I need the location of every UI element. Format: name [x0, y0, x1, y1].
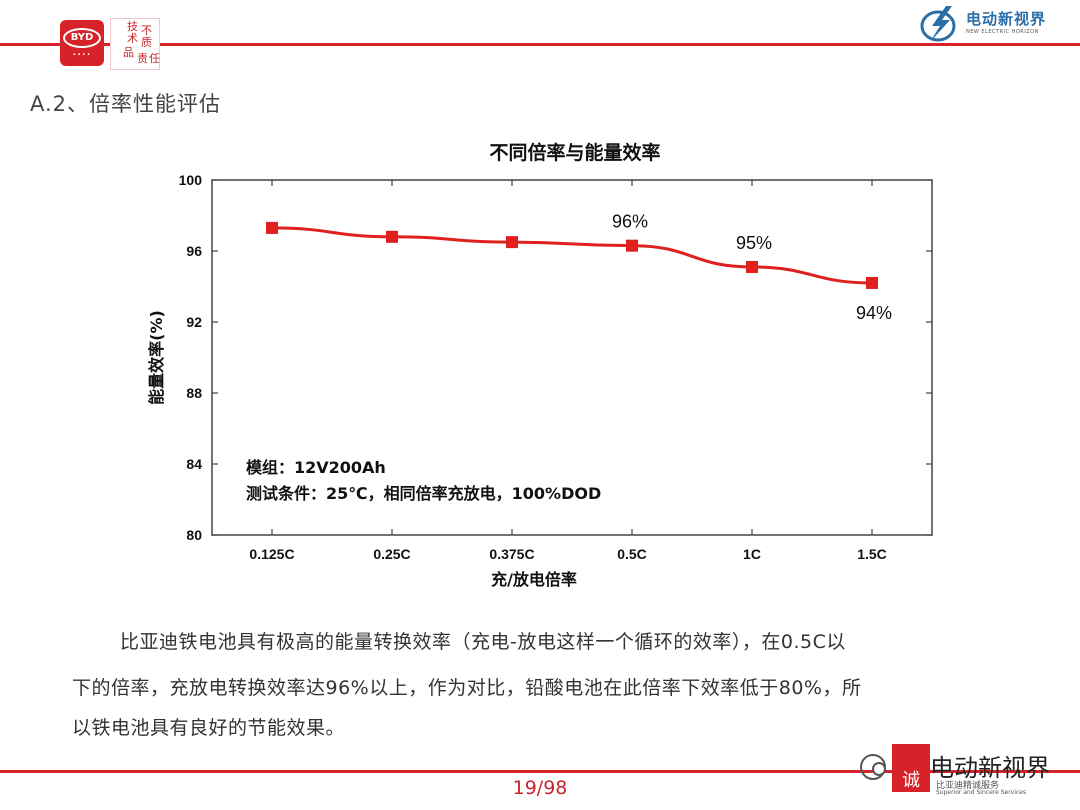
- footer-divider: [0, 770, 1080, 773]
- watermark-sub-cn: 比亚迪精诚服务: [936, 781, 1000, 791]
- data-label: 95%: [736, 233, 772, 253]
- x-tick-label: 0.375C: [489, 546, 534, 562]
- series-line: [271, 226, 873, 285]
- byd-logo-text: BYD: [63, 28, 101, 48]
- x-axis-label: 充/放电倍率: [491, 570, 577, 589]
- x-tick-label: 0.125C: [249, 546, 294, 562]
- y-tick-label: 92: [186, 314, 202, 330]
- y-tick-label: 96: [186, 243, 202, 259]
- x-tick-label: 1C: [743, 546, 761, 562]
- line-chart: 80 84 88 92 96 100 0.125C 0.25C 0.375C 0.5C 1C 1.5C…: [147, 172, 933, 589]
- y-axis-label: 能量效率(%): [147, 310, 166, 405]
- quality-seal-logo: 技 不 术 质 品 责 任: [110, 18, 160, 70]
- x-tick-label: 0.25C: [373, 546, 410, 562]
- y-tick-label: 84: [186, 456, 202, 472]
- brand-name-en: NEW ELECTRIC HORIZON: [966, 29, 1039, 35]
- watermark-text: 电动新视界: [930, 754, 1050, 782]
- x-tick-label: 0.5C: [617, 546, 647, 562]
- y-tick-label: 80: [186, 527, 202, 543]
- y-tick-label: 88: [186, 385, 202, 401]
- data-point-1.5C: [866, 276, 878, 289]
- brand-name-cn: 电动新视界: [966, 10, 1047, 28]
- paragraph-line-3: 以铁电池具有良好的节能效果。: [72, 717, 346, 739]
- chart-title: 不同倍率与能量效率: [489, 142, 661, 164]
- data-point-1C: [746, 260, 758, 273]
- y-tick-label: 100: [179, 172, 203, 188]
- watermark-stamp: 诚: [892, 744, 930, 792]
- plot-frame: [211, 179, 933, 536]
- x-tick-label: 1.5C: [857, 546, 887, 562]
- wechat-icon: [860, 754, 886, 780]
- section-title: A.2、倍率性能评估: [30, 92, 222, 116]
- brand-logo-right: 电动新视界 NEW ELECTRIC HORIZON: [916, 4, 1056, 44]
- byd-logo: BYD ∙∙∙∙: [60, 20, 104, 66]
- data-point-0.5C: [626, 239, 638, 252]
- data-label: 96%: [612, 212, 648, 232]
- header-divider: [0, 43, 1080, 46]
- data-point-0.25C: [386, 230, 398, 243]
- wechat-watermark: 诚 电动新视界 比亚迪精诚服务 Superior and Sincere Ser…: [860, 742, 1060, 800]
- annotation-module: 模组：12V200Ah: [246, 458, 386, 477]
- data-label: 94%: [856, 303, 892, 323]
- page-number: 19/98: [512, 777, 568, 799]
- annotation-conditions: 测试条件：25℃，相同倍率充放电，100%DOD: [246, 484, 602, 503]
- byd-logo-tagline: ∙∙∙∙: [72, 51, 92, 58]
- paragraph-line-1: 比亚迪铁电池具有极高的能量转换效率（充电-放电这样一个循环的效率），在0.5C以: [120, 631, 846, 653]
- chart-annotation-box: 模组：12V200Ah 测试条件：25℃，相同倍率充放电，100%DOD: [236, 446, 644, 510]
- lightning-globe-icon: [920, 6, 956, 42]
- watermark-sub-en: Superior and Sincere Services: [936, 789, 1026, 796]
- paragraph-line-2: 下的倍率，充放电转换效率达96%以上，作为对比，铅酸电池在此倍率下效率低于80%…: [72, 677, 862, 699]
- data-point-0.375C: [506, 236, 518, 249]
- data-point-0.125C: [266, 221, 278, 234]
